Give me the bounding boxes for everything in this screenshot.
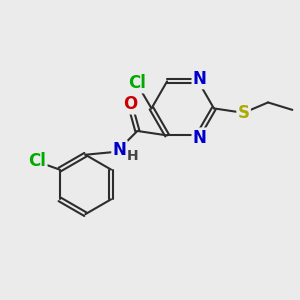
Text: N: N bbox=[193, 129, 207, 147]
Text: N: N bbox=[112, 141, 127, 159]
Text: Cl: Cl bbox=[28, 152, 46, 170]
Text: N: N bbox=[193, 70, 207, 88]
Text: S: S bbox=[238, 104, 250, 122]
Text: Cl: Cl bbox=[128, 74, 146, 92]
Text: H: H bbox=[127, 149, 139, 163]
Text: O: O bbox=[123, 95, 137, 113]
